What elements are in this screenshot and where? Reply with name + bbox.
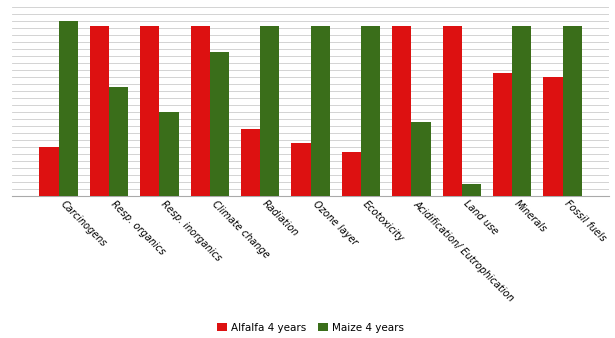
Bar (544, 77, 563, 196)
Bar (392, 26, 411, 196)
Bar (58, 21, 77, 196)
Bar (140, 26, 159, 196)
Bar (462, 184, 481, 196)
Bar (241, 129, 260, 196)
Bar (563, 26, 582, 196)
Bar (493, 73, 512, 196)
Bar (90, 26, 109, 196)
Bar (512, 26, 531, 196)
Bar (210, 52, 229, 196)
Bar (411, 122, 430, 196)
Bar (39, 147, 58, 196)
Bar (191, 26, 210, 196)
Bar (443, 26, 462, 196)
Bar (361, 26, 380, 196)
Bar (342, 152, 361, 196)
Bar (311, 26, 330, 196)
Bar (292, 143, 311, 196)
Bar (159, 112, 178, 196)
Legend: Alfalfa 4 years, Maize 4 years: Alfalfa 4 years, Maize 4 years (213, 319, 408, 337)
Bar (260, 26, 279, 196)
Bar (109, 88, 128, 196)
